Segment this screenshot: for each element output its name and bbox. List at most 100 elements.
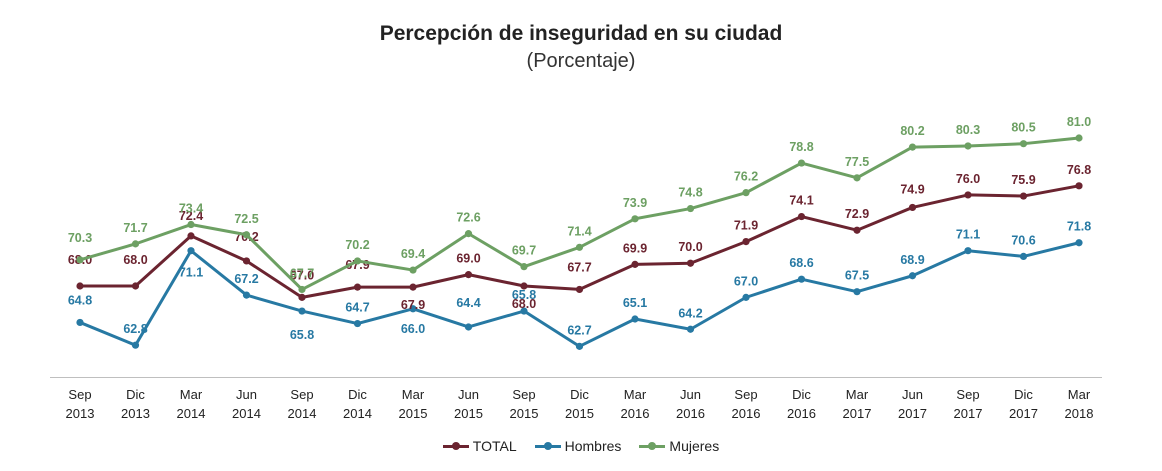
data-label-mujeres: 78.8 [789, 140, 813, 154]
x-tick-label-year: 2013 [66, 406, 95, 421]
x-tick-label-year: 2017 [954, 406, 983, 421]
data-point-hombres [76, 318, 84, 327]
data-point-mujeres [76, 256, 84, 264]
x-tick-label-month: Jun [458, 387, 479, 402]
x-tick-label-year: 2017 [898, 406, 927, 421]
x-tick-label-year: 2015 [565, 406, 594, 421]
x-tick-label-year: 2016 [732, 406, 761, 421]
data-label-total: 76.0 [956, 172, 980, 186]
data-point-hombres [853, 288, 861, 296]
legend-swatch-total [442, 440, 469, 452]
data-label-hombres: 62.7 [567, 323, 591, 337]
data-point-hombres [409, 305, 417, 313]
data-label-total: 74.1 [789, 194, 813, 208]
data-point-mujeres [298, 285, 306, 294]
chart-title: Percepción de inseguridad en su ciudad [379, 22, 783, 45]
legend-label-total: TOTAL [472, 438, 517, 454]
data-label-hombres: 67.0 [734, 274, 758, 288]
legend-item-hombres[interactable]: Hombres [534, 438, 621, 454]
data-point-hombres [575, 342, 584, 350]
data-label-total: 67.9 [401, 298, 425, 312]
data-point-total [853, 226, 861, 234]
x-tick-label-month: Jun [902, 387, 923, 402]
data-label-hombres: 67.2 [234, 272, 258, 286]
data-point-total [353, 283, 362, 291]
data-label-total: 69.9 [623, 241, 647, 255]
data-point-mujeres [686, 204, 695, 213]
data-point-mujeres [520, 263, 528, 271]
legend-label-mujeres: Mujeres [669, 438, 720, 454]
data-label-hombres: 66.0 [401, 322, 425, 336]
data-label-mujeres: 71.7 [123, 221, 147, 235]
legend-item-total[interactable]: TOTAL [442, 438, 517, 454]
data-label-mujeres: 80.3 [956, 123, 980, 137]
data-point-hombres [298, 307, 306, 315]
data-point-mujeres [187, 220, 195, 229]
data-label-total: 68.0 [512, 297, 536, 311]
x-tick-label-month: Mar [1068, 387, 1091, 402]
data-point-total [631, 260, 639, 268]
data-point-hombres [187, 247, 195, 255]
data-point-mujeres [242, 231, 251, 239]
data-label-hombres: 70.6 [1011, 233, 1035, 247]
data-label-hombres: 64.7 [345, 301, 369, 315]
data-label-mujeres: 69.4 [401, 247, 425, 261]
x-tick-label-year: 2013 [121, 406, 150, 421]
data-point-hombres [464, 323, 473, 331]
data-point-total [464, 271, 473, 279]
data-label-mujeres: 74.8 [678, 186, 702, 200]
data-label-hombres: 64.8 [68, 293, 92, 307]
data-label-mujeres: 80.5 [1011, 121, 1035, 135]
data-label-total: 69.0 [456, 252, 480, 266]
data-point-total [187, 232, 195, 240]
data-label-mujeres: 70.2 [345, 238, 369, 252]
data-point-total [797, 212, 806, 221]
data-point-hombres [742, 293, 750, 301]
data-label-hombres: 71.1 [179, 266, 203, 280]
data-label-hombres: 64.2 [678, 306, 702, 320]
x-tick-label-month: Dic [570, 387, 589, 402]
data-label-hombres: 65.1 [623, 296, 647, 310]
x-tick-label-year: 2017 [1009, 406, 1038, 421]
chart-subtitle: (Porcentaje) [526, 50, 636, 72]
x-tick-label-month: Dic [1014, 387, 1033, 402]
legend-swatch-hombres [534, 440, 561, 452]
data-label-mujeres: 69.7 [512, 244, 536, 258]
x-tick-label-month: Sep [68, 387, 91, 402]
data-label-hombres: 62.8 [123, 322, 147, 336]
data-point-mujeres [575, 243, 584, 251]
x-tick-label-month: Jun [236, 387, 257, 402]
data-point-mujeres [797, 159, 806, 167]
data-point-total [520, 282, 528, 290]
data-point-mujeres [964, 142, 972, 150]
x-tick-label-year: 2014 [177, 406, 206, 421]
data-point-hombres [131, 341, 140, 349]
data-point-total [1075, 182, 1083, 190]
data-label-mujeres: 73.9 [623, 196, 647, 210]
data-point-mujeres [1075, 134, 1083, 142]
data-point-mujeres [353, 257, 362, 265]
data-point-hombres [631, 315, 639, 323]
data-point-mujeres [464, 230, 473, 238]
data-point-mujeres [631, 215, 639, 223]
x-tick-label-year: 2014 [343, 406, 372, 421]
data-point-hombres [353, 319, 362, 328]
data-point-hombres [908, 272, 917, 280]
data-label-total: 74.9 [900, 182, 924, 196]
x-tick-label-month: Sep [290, 387, 313, 402]
data-point-mujeres [1019, 140, 1028, 148]
data-label-hombres: 67.5 [845, 269, 869, 283]
data-point-total [242, 257, 251, 265]
data-label-total: 75.9 [1011, 173, 1035, 187]
data-point-total [686, 259, 695, 267]
data-point-hombres [1019, 252, 1028, 260]
data-point-hombres [797, 275, 806, 283]
x-tick-label-year: 2016 [676, 406, 705, 421]
data-label-mujeres: 72.5 [234, 212, 258, 226]
legend-item-mujeres[interactable]: Mujeres [639, 438, 719, 454]
x-tick-label-month: Sep [512, 387, 535, 402]
data-point-total [409, 283, 417, 291]
x-tick-label-month: Dic [126, 387, 145, 402]
x-tick-label-month: Dic [792, 387, 811, 402]
